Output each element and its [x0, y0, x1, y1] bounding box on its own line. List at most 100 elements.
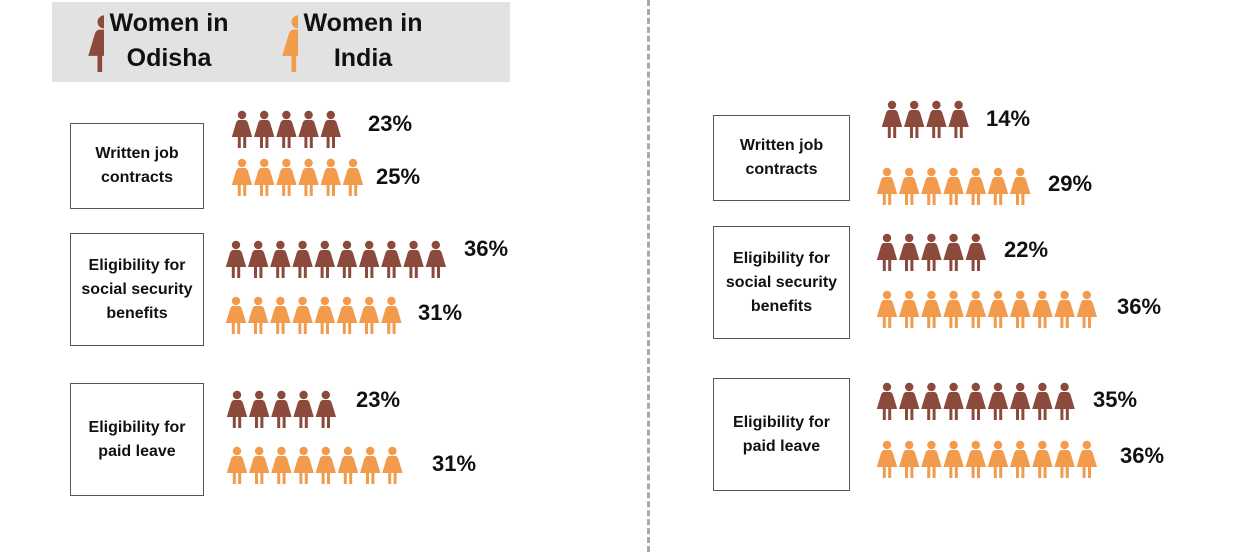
woman-icon [921, 167, 942, 205]
woman-icon [336, 240, 358, 278]
woman-icon [225, 296, 247, 334]
woman-icon [899, 382, 920, 420]
woman-icon [965, 233, 986, 271]
woman-icon [276, 158, 297, 196]
woman-icon [965, 167, 986, 205]
woman-icon [292, 296, 313, 334]
pct-label: 31% [432, 451, 477, 476]
pct-label: 35% [1093, 387, 1138, 412]
woman-icon [921, 440, 942, 478]
woman-icon [315, 390, 336, 428]
woman-icon [876, 440, 898, 478]
woman-icon [271, 446, 292, 484]
woman-icon [382, 446, 403, 484]
woman-icon [298, 110, 319, 148]
pct-label: 23% [368, 111, 413, 136]
woman-icon [381, 296, 402, 334]
category-box-social-security-right: Eligibility for social security benefits [713, 226, 850, 339]
woman-icon [943, 382, 964, 420]
woman-icon [381, 240, 402, 278]
woman-icon [270, 296, 291, 334]
woman-icon [1010, 290, 1031, 328]
woman-icon [1010, 440, 1031, 478]
woman-icon [359, 296, 380, 334]
panel-divider [647, 0, 650, 552]
woman-icon [1054, 290, 1075, 328]
woman-icon [1076, 290, 1097, 328]
category-box-written-contracts-right: Written job contracts [713, 115, 850, 201]
woman-icon [315, 446, 336, 484]
woman-icon [876, 167, 898, 205]
woman-icon [337, 446, 359, 484]
woman-icon [943, 233, 964, 271]
woman-icon [926, 100, 947, 138]
woman-icon [314, 296, 335, 334]
woman-icon [1054, 440, 1075, 478]
category-box-paid-leave-right: Eligibility for paid leave [713, 378, 850, 491]
woman-icon [1076, 440, 1097, 478]
woman-icon [987, 167, 1009, 205]
legend-label-india: Women in India [303, 9, 423, 72]
woman-icon [270, 240, 291, 278]
woman-icon [899, 290, 920, 328]
category-box-paid-leave-left: Eligibility for paid leave [70, 383, 204, 496]
woman-icon [231, 158, 253, 196]
category-box-written-contracts-left: Written job contracts [70, 123, 204, 209]
woman-icon [425, 240, 446, 278]
woman-icon [1032, 382, 1053, 420]
woman-icon [403, 240, 424, 278]
woman-icon [921, 382, 942, 420]
woman-icon [254, 110, 275, 148]
legend-label-odisha: Women in Odisha [109, 9, 229, 72]
pct-label: 22% [1004, 237, 1049, 262]
woman-icon [921, 233, 942, 271]
woman-icon [231, 110, 253, 148]
pct-label: 14% [986, 106, 1031, 131]
woman-icon [249, 390, 270, 428]
woman-icon [1054, 382, 1075, 420]
woman-icon [965, 290, 986, 328]
woman-icon [876, 290, 898, 328]
woman-icon [359, 240, 380, 278]
category-box-social-security-left: Eligibility for social security benefits [70, 233, 204, 346]
pct-label: 36% [1120, 443, 1165, 468]
woman-icon [320, 110, 341, 148]
woman-icon [292, 240, 313, 278]
woman-icon [1010, 382, 1031, 420]
woman-icon [987, 382, 1009, 420]
pct-label: 25% [376, 164, 421, 189]
woman-icon [225, 240, 247, 278]
woman-icon [881, 100, 903, 138]
woman-icon [943, 440, 964, 478]
woman-icon [293, 390, 314, 428]
woman-icon [314, 240, 335, 278]
woman-icon [271, 390, 292, 428]
woman-icon [899, 440, 920, 478]
woman-icon [943, 290, 964, 328]
woman-icon [948, 100, 969, 138]
woman-icon [226, 390, 248, 428]
woman-icon [1010, 167, 1031, 205]
woman-icon [248, 296, 269, 334]
woman-icon [899, 233, 920, 271]
pct-label: 31% [418, 300, 463, 325]
legend: Women in Odisha Women in India [52, 2, 510, 82]
pct-label: 29% [1048, 171, 1093, 196]
woman-icon [965, 440, 986, 478]
woman-icon [1032, 440, 1053, 478]
pct-label: 36% [464, 236, 509, 261]
woman-icon [904, 100, 925, 138]
woman-icon [249, 446, 270, 484]
woman-icon [876, 382, 898, 420]
woman-icon [336, 296, 358, 334]
woman-icon [965, 382, 986, 420]
pct-label: 23% [356, 387, 401, 412]
woman-icon [943, 167, 964, 205]
pct-label: 36% [1117, 294, 1162, 319]
woman-icon [298, 158, 319, 196]
woman-icon [360, 446, 381, 484]
woman-icon [226, 446, 248, 484]
woman-icon [320, 158, 341, 196]
woman-icon [987, 440, 1009, 478]
